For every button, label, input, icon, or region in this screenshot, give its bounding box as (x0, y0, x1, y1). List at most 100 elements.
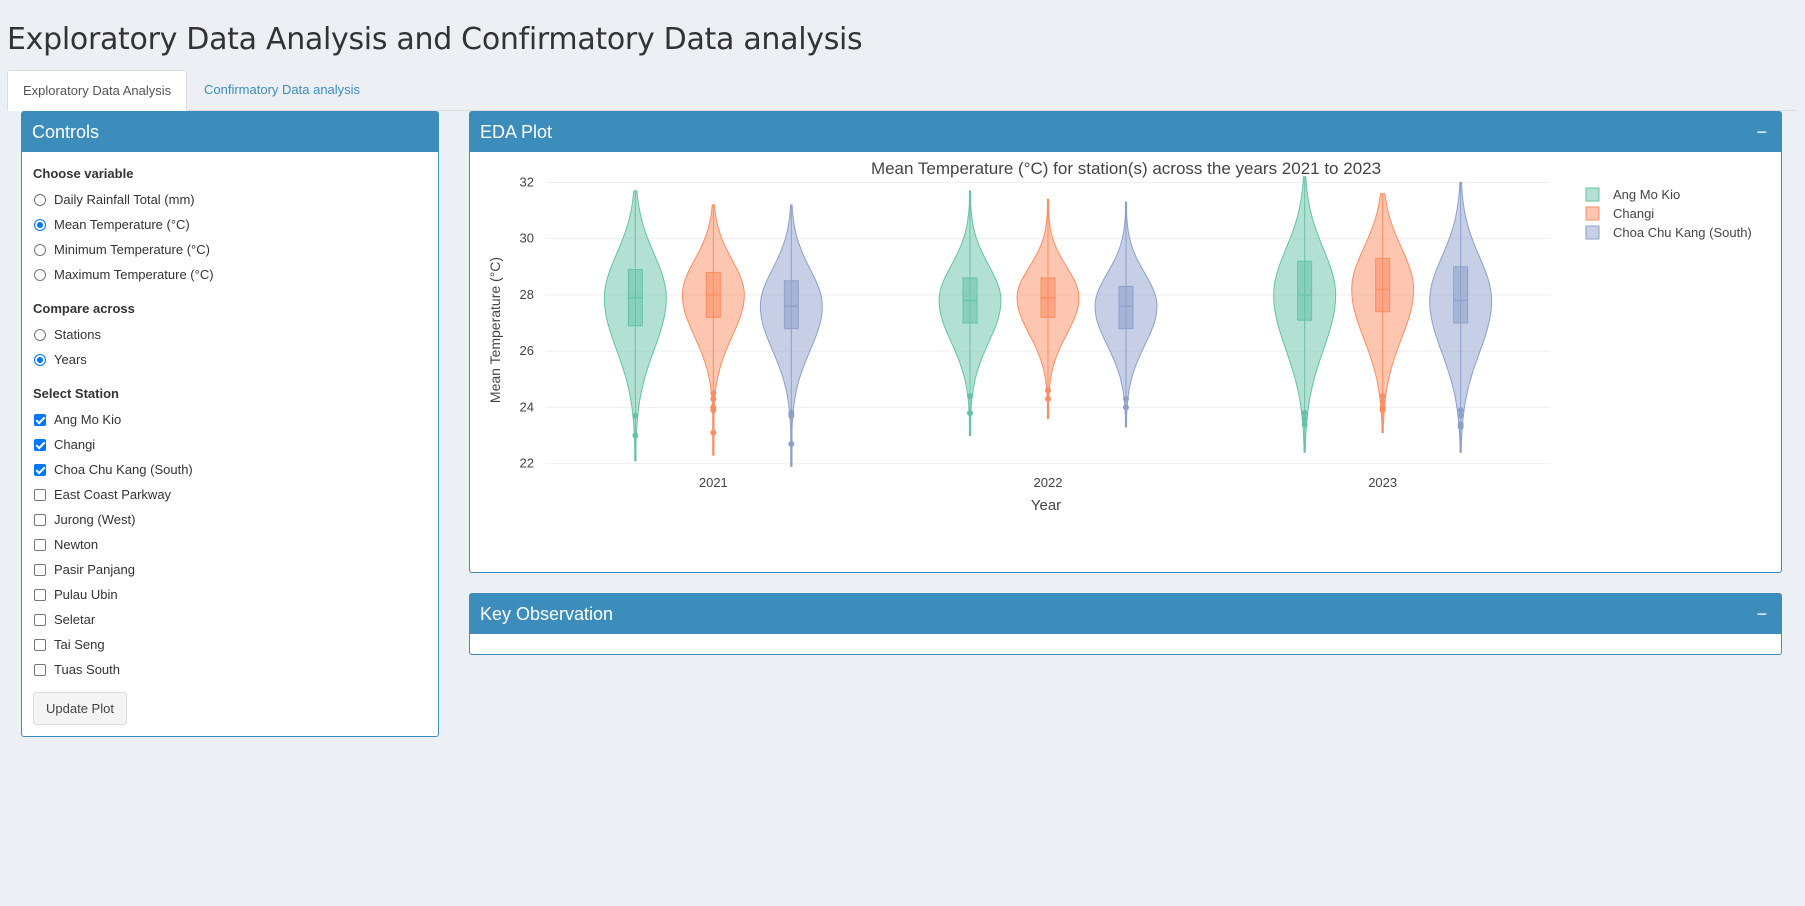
page-title: Exploratory Data Analysis and Confirmato… (7, 22, 863, 57)
radio-button[interactable] (34, 328, 46, 341)
outlier-point (788, 412, 795, 419)
option-label: Choa Chu Kang (South) (54, 462, 193, 477)
option-label: Seletar (54, 612, 96, 627)
variable-option-maximum-temperature-c[interactable]: Maximum Temperature (°C) (33, 262, 427, 287)
station-checkbox-group: Ang Mo Kio Changi Choa Chu Kang (South) Eas… (33, 407, 427, 682)
y-tick-label: 28 (520, 287, 534, 302)
option-label: Stations (54, 327, 101, 342)
outlier-point (632, 412, 639, 419)
variable-radio-group: Daily Rainfall Total (mm) Mean Temperatur… (33, 187, 427, 287)
variable-option-daily-rainfall-total-mm[interactable]: Daily Rainfall Total (mm) (33, 187, 427, 212)
option-label: Years (54, 352, 87, 367)
chart-title: Mean Temperature (°C) for station(s) acr… (871, 159, 1381, 178)
variable-option-mean-temperature-c[interactable]: Mean Temperature (°C) (33, 212, 427, 237)
outlier-point (1045, 395, 1051, 402)
compare-radio-group: Stations Years (33, 322, 427, 372)
checkbox[interactable] (34, 513, 46, 526)
checkbox[interactable] (34, 463, 46, 476)
y-tick-label: 30 (520, 231, 534, 246)
station-option-east-coast-parkway[interactable]: East Coast Parkway (33, 482, 427, 507)
option-label: Jurong (West) (54, 512, 136, 527)
collapse-key-observation-icon[interactable]: − (1756, 604, 1767, 624)
series-ang-mo-kio (603, 176, 1337, 462)
y-tick-label: 22 (520, 456, 534, 471)
y-tick-label: 32 (520, 174, 534, 189)
checkbox[interactable] (34, 563, 46, 576)
key-observation-header: Key Observation − (470, 594, 1781, 634)
tab-confirmatory-data-analysis[interactable]: Confirmatory Data analysis (204, 82, 361, 97)
x-tick-label: 2022 (1034, 475, 1063, 490)
legend-swatch[interactable] (1585, 187, 1600, 202)
radio-button[interactable] (34, 243, 46, 256)
update-plot-button[interactable]: Update Plot (33, 692, 127, 725)
station-option-newton[interactable]: Newton (33, 532, 427, 557)
radio-button[interactable] (34, 193, 46, 206)
select-station-label: Select Station (33, 386, 119, 401)
outlier-point (632, 432, 639, 439)
legend-label[interactable]: Changi (1613, 206, 1654, 221)
iqr-box (1118, 285, 1134, 330)
controls-header: Controls (22, 112, 438, 152)
station-option-choa-chu-kang-south[interactable]: Choa Chu Kang (South) (33, 457, 427, 482)
option-label: Daily Rainfall Total (mm) (54, 192, 195, 207)
legend-label[interactable]: Choa Chu Kang (South) (1613, 225, 1752, 240)
outlier-point (788, 440, 795, 447)
station-option-tai-seng[interactable]: Tai Seng (33, 632, 427, 657)
station-option-tuas-south[interactable]: Tuas South (33, 657, 427, 682)
station-option-seletar[interactable]: Seletar (33, 607, 427, 632)
outlier-point (710, 390, 717, 397)
option-label: Maximum Temperature (°C) (54, 267, 214, 282)
station-option-pulau-ubin[interactable]: Pulau Ubin (33, 582, 427, 607)
outlier-point (1457, 424, 1464, 431)
legend-label[interactable]: Ang Mo Kio (1613, 187, 1680, 202)
variable-option-minimum-temperature-c[interactable]: Minimum Temperature (°C) (33, 237, 427, 262)
compare-across-label: Compare across (33, 301, 135, 316)
y-tick-label: 26 (520, 343, 534, 358)
choose-variable-label: Choose variable (33, 166, 134, 181)
series-changi (681, 193, 1415, 456)
option-label: Newton (54, 537, 99, 552)
outlier-point (1301, 415, 1308, 422)
x-tick-label: 2021 (699, 475, 728, 490)
compare-option-years[interactable]: Years (33, 347, 427, 372)
option-label: Pasir Panjang (54, 562, 135, 577)
option-label: Tuas South (54, 662, 121, 677)
station-option-pasir-panjang[interactable]: Pasir Panjang (33, 557, 427, 582)
checkbox[interactable] (34, 638, 46, 651)
outlier-point (710, 395, 717, 402)
compare-option-stations[interactable]: Stations (33, 322, 427, 347)
station-option-jurong-west[interactable]: Jurong (West) (33, 507, 427, 532)
checkbox[interactable] (34, 663, 46, 676)
outlier-point (1457, 407, 1464, 414)
outlier-point (1123, 404, 1129, 411)
option-label: Mean Temperature (°C) (54, 217, 190, 232)
collapse-eda-icon[interactable]: − (1756, 122, 1767, 142)
checkbox[interactable] (34, 438, 46, 451)
series-choa-chu-kang-south (759, 181, 1493, 467)
checkbox[interactable] (34, 613, 46, 626)
outlier-point (1045, 387, 1051, 394)
checkbox[interactable] (34, 488, 46, 501)
station-option-ang-mo-kio[interactable]: Ang Mo Kio (33, 407, 427, 432)
tab-exploratory-data-analysis[interactable]: Exploratory Data Analysis (7, 70, 188, 111)
y-axis-title: Mean Temperature (°C) (487, 257, 503, 403)
outlier-point (1301, 421, 1308, 428)
eda-plot-header: EDA Plot − (470, 112, 1781, 152)
outlier-point (710, 407, 717, 414)
checkbox[interactable] (34, 538, 46, 551)
y-tick-label: 24 (520, 399, 534, 414)
iqr-box (1375, 257, 1391, 313)
eda-plot-box: EDA Plot − 22 24 26 28 30 32 Mean Temperature … (469, 111, 1782, 573)
station-option-changi[interactable]: Changi (33, 432, 427, 457)
option-label: Changi (54, 437, 96, 452)
legend-swatch[interactable] (1585, 206, 1600, 221)
radio-button[interactable] (34, 218, 46, 231)
checkbox[interactable] (34, 588, 46, 601)
option-label: Ang Mo Kio (54, 412, 122, 427)
legend-swatch[interactable] (1585, 225, 1600, 240)
radio-button[interactable] (34, 268, 46, 281)
outlier-point (710, 429, 717, 436)
radio-button[interactable] (34, 353, 46, 366)
iqr-box (783, 280, 799, 330)
checkbox[interactable] (34, 413, 46, 426)
